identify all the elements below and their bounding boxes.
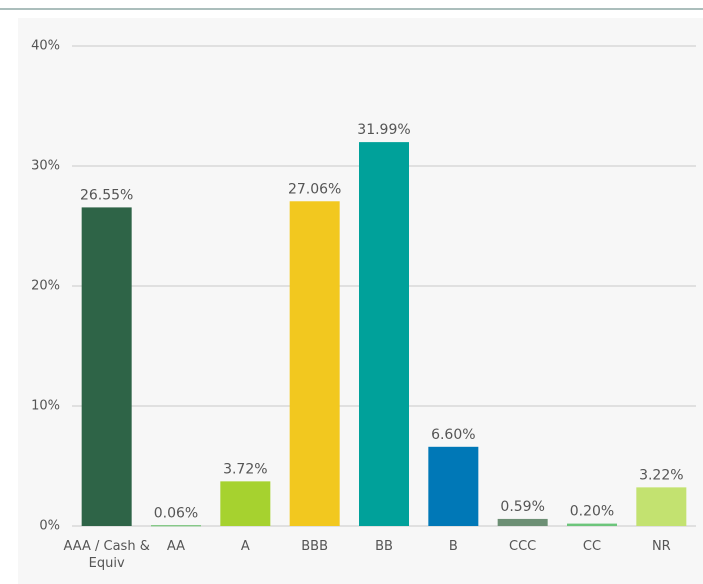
y-tick-label: 30% — [31, 159, 60, 174]
data-label: 26.55% — [80, 187, 133, 203]
y-tick-label: 10% — [31, 399, 60, 414]
x-tick-label: NR — [651, 539, 671, 554]
y-tick-label: 20% — [31, 279, 60, 294]
x-tick-label: A — [240, 539, 250, 554]
bar — [81, 207, 132, 526]
x-tick-label: CCC — [509, 539, 537, 554]
data-label: 6.60% — [431, 427, 475, 443]
data-label: 27.06% — [288, 181, 341, 197]
y-tick-label: 40% — [31, 39, 60, 54]
bar — [497, 518, 548, 526]
x-tick-label: AA — [166, 539, 186, 554]
y-tick-label: 0% — [39, 519, 60, 534]
bar — [636, 487, 687, 526]
x-tick-label: CC — [582, 539, 602, 554]
bar — [151, 525, 201, 527]
data-label: 3.72% — [223, 461, 267, 477]
bar — [220, 481, 271, 526]
bar — [428, 446, 479, 526]
x-tick-label: BBB — [301, 539, 329, 554]
bar — [289, 201, 340, 526]
x-tick-label: B — [448, 539, 458, 554]
data-label: 0.59% — [500, 499, 544, 515]
data-label: 3.22% — [639, 467, 683, 483]
data-label: 31.99% — [357, 122, 410, 138]
x-tick-label: BB — [375, 539, 393, 554]
data-label: 0.06% — [154, 505, 198, 521]
bar — [359, 142, 409, 526]
x-tick-label: AAA / Cash & Equiv — [63, 539, 150, 571]
bar — [567, 523, 617, 526]
data-label: 0.20% — [570, 504, 614, 520]
